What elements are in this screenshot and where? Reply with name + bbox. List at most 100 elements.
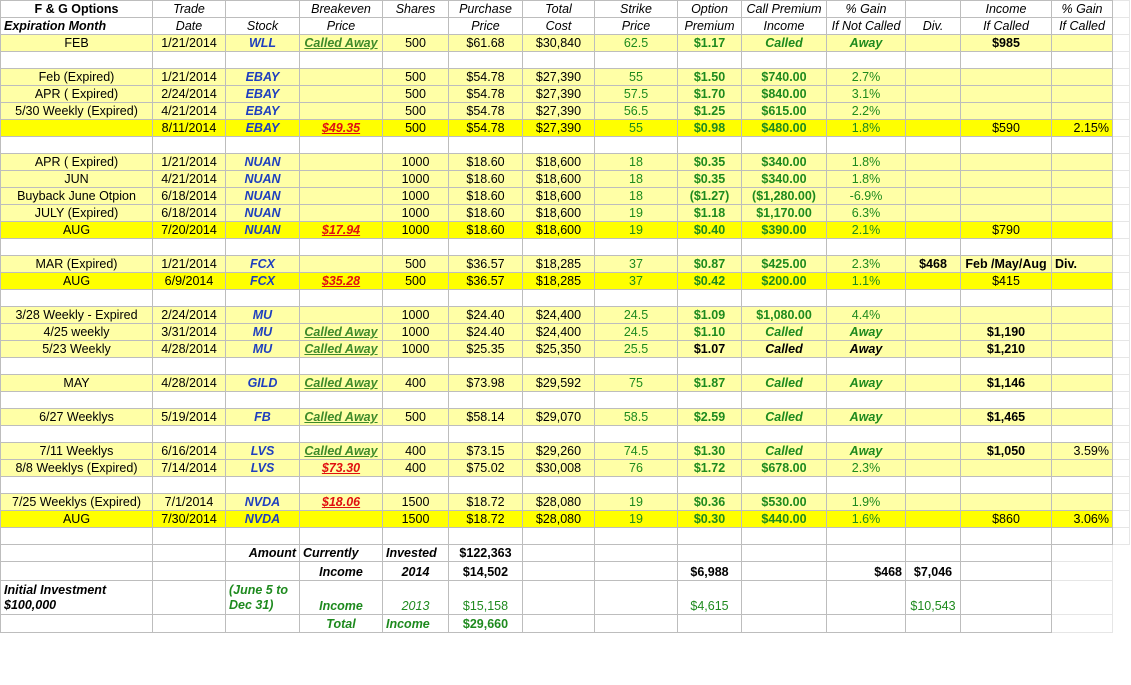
- stock-ticker: LVS: [225, 442, 300, 460]
- expiration-month: 7/25 Weeklys (Expired): [0, 493, 153, 511]
- strike-price: 56.5: [594, 102, 678, 120]
- gain-if-not-called: 2.7%: [826, 68, 906, 86]
- trade-date: 4/21/2014: [152, 170, 226, 188]
- header-cell: Price: [299, 17, 383, 35]
- expiration-month: AUG: [0, 510, 153, 528]
- purchase-price: $18.60: [448, 170, 523, 188]
- shares: 1000: [382, 340, 449, 358]
- stock-ticker: FB: [225, 408, 300, 426]
- expiration-month: Feb (Expired): [0, 68, 153, 86]
- purchase-price: $18.72: [448, 510, 523, 528]
- strike-price: 76: [594, 459, 678, 477]
- invested-label: Amount: [225, 544, 300, 562]
- purchase-price: $54.78: [448, 85, 523, 103]
- expiration-month: 5/23 Weekly: [0, 340, 153, 358]
- total-cost: $18,600: [522, 187, 595, 205]
- gain-if-called: [1051, 493, 1113, 511]
- gain-if-not-called: Away: [826, 408, 906, 426]
- table-row: AUG 6/9/2014 FCX $35.28 500 $36.57 $18,285 37 $0…: [0, 272, 1130, 290]
- breakeven-price: [299, 153, 383, 171]
- grand-total-row: Total Income $29,660: [0, 614, 1130, 633]
- header-cell: Purchase: [448, 0, 523, 18]
- gain-if-called: [1051, 221, 1113, 239]
- trade-date: 7/20/2014: [152, 221, 226, 239]
- strike-price: 55: [594, 68, 678, 86]
- option-premium: $1.70: [677, 85, 742, 103]
- gain-if-not-called: 3.1%: [826, 85, 906, 103]
- trade-date: 7/1/2014: [152, 493, 226, 511]
- total-cost: $28,080: [522, 493, 595, 511]
- shares: 400: [382, 442, 449, 460]
- purchase-price: $61.68: [448, 34, 523, 52]
- spacer-row: [0, 476, 1130, 494]
- purchase-price: $36.57: [448, 272, 523, 290]
- total-cost: $18,285: [522, 272, 595, 290]
- expiration-month: [0, 119, 153, 137]
- trade-date: 6/18/2014: [152, 187, 226, 205]
- table-row: 8/8 Weeklys (Expired) 7/14/2014 LVS $73.30 4…: [0, 459, 1130, 477]
- strike-price: 74.5: [594, 442, 678, 460]
- header-cell: Shares: [382, 0, 449, 18]
- income-label: Income: [299, 561, 383, 581]
- trade-date: 2/24/2014: [152, 85, 226, 103]
- shares: 1000: [382, 221, 449, 239]
- header-cell: Strike: [594, 0, 678, 18]
- expiration-month: JULY (Expired): [0, 204, 153, 222]
- gain-if-called: [1051, 68, 1113, 86]
- call-premium-income: Called: [741, 374, 827, 392]
- option-premium: $0.42: [677, 272, 742, 290]
- stock-ticker: FCX: [225, 255, 300, 273]
- header-cell: Price: [594, 17, 678, 35]
- purchase-price: $54.78: [448, 68, 523, 86]
- call-premium-income: $678.00: [741, 459, 827, 477]
- option-premium: $1.30: [677, 442, 742, 460]
- strike-price: 24.5: [594, 323, 678, 341]
- gain-if-not-called: Away: [826, 442, 906, 460]
- stock-ticker: NVDA: [225, 510, 300, 528]
- header-cell: Option: [677, 0, 742, 18]
- expiration-month: 7/11 Weeklys: [0, 442, 153, 460]
- expiration-month: 6/27 Weeklys: [0, 408, 153, 426]
- income-if-called: $1,210: [960, 340, 1052, 358]
- shares: 400: [382, 459, 449, 477]
- purchase-price: $58.14: [448, 408, 523, 426]
- purchase-price: $75.02: [448, 459, 523, 477]
- trade-date: 1/21/2014: [152, 153, 226, 171]
- sheet-title: F & G Options: [0, 0, 153, 18]
- purchase-price: $24.40: [448, 323, 523, 341]
- breakeven-price: [299, 510, 383, 528]
- income-if-called: [960, 204, 1052, 222]
- total-cost: $29,260: [522, 442, 595, 460]
- income-premium: $4,615: [677, 580, 742, 615]
- purchase-price: $24.40: [448, 306, 523, 324]
- shares: 500: [382, 102, 449, 120]
- strike-price: 18: [594, 153, 678, 171]
- gain-if-called: 2.15%: [1051, 119, 1113, 137]
- dividend: $468: [905, 255, 961, 273]
- gain-if-called: [1051, 408, 1113, 426]
- total-cost: $18,600: [522, 170, 595, 188]
- stock-ticker: WLL: [225, 34, 300, 52]
- total-cost: $18,600: [522, 153, 595, 171]
- header-cell: Date: [152, 17, 226, 35]
- shares: 500: [382, 68, 449, 86]
- total-cost: $30,008: [522, 459, 595, 477]
- stock-ticker: NUAN: [225, 221, 300, 239]
- gain-if-not-called: Away: [826, 340, 906, 358]
- table-row: JULY (Expired) 6/18/2014 NUAN 1000 $18.60 $18…: [0, 204, 1130, 222]
- trade-date: 6/18/2014: [152, 204, 226, 222]
- breakeven-price: $73.30: [299, 459, 383, 477]
- trade-date: 6/9/2014: [152, 272, 226, 290]
- dividend: [905, 306, 961, 324]
- call-premium-income: $1,080.00: [741, 306, 827, 324]
- strike-price: 19: [594, 221, 678, 239]
- shares: 1000: [382, 170, 449, 188]
- total-cost: $18,285: [522, 255, 595, 273]
- purchase-price: $18.60: [448, 204, 523, 222]
- purchase-price: $73.15: [448, 442, 523, 460]
- option-premium: $1.50: [677, 68, 742, 86]
- trade-date: 6/16/2014: [152, 442, 226, 460]
- strike-price: 37: [594, 272, 678, 290]
- shares: 500: [382, 34, 449, 52]
- purchase-price: $73.98: [448, 374, 523, 392]
